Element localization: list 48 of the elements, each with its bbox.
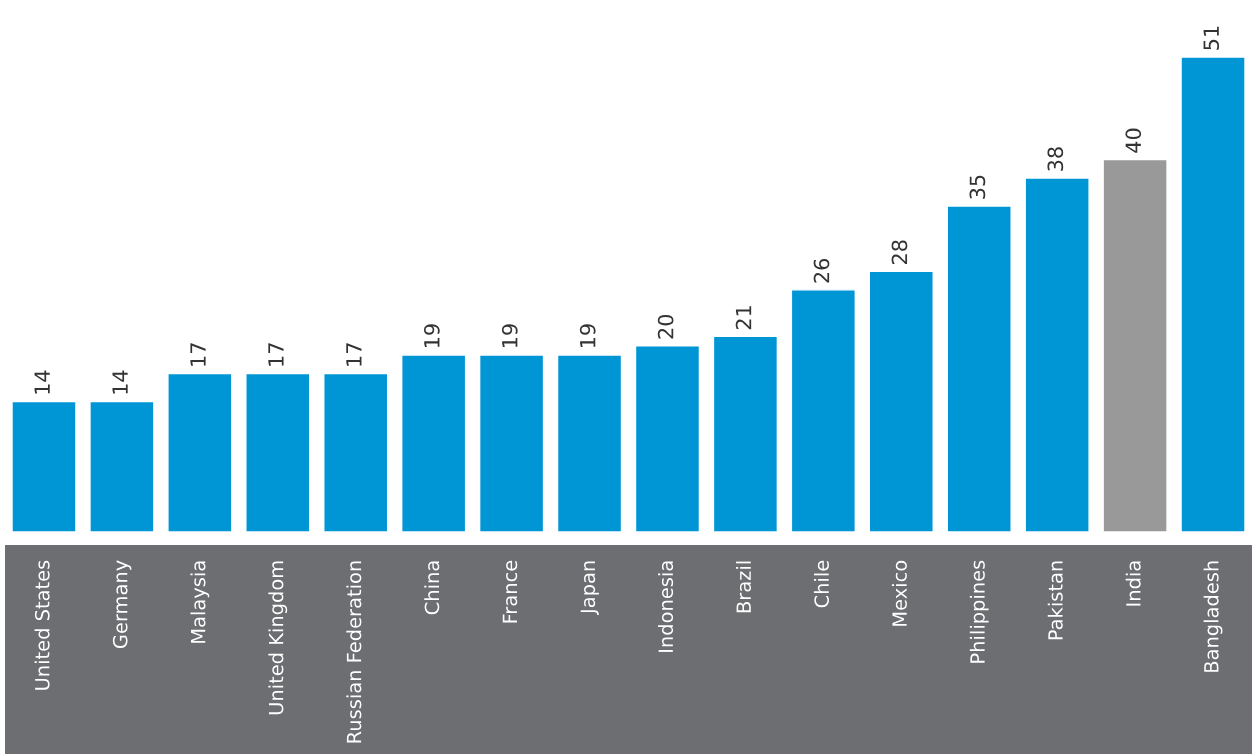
data-label: 17 (268, 343, 284, 366)
x-tick-label: Germany (112, 560, 132, 649)
data-label: 51 (1203, 26, 1220, 50)
data-label: 21 (735, 306, 752, 330)
x-tick-label: India (1125, 561, 1141, 606)
bar (11, 400, 77, 532)
data-label: 28 (891, 240, 908, 264)
x-tick-label: Brazil (736, 561, 752, 613)
x-tick-label: Chile (813, 560, 829, 608)
bar (167, 372, 233, 532)
data-label: 38 (1047, 147, 1064, 171)
x-tick-label: Russian Federation (346, 561, 362, 743)
x-tick-label: Indonesia (658, 561, 674, 652)
x-tick-label: Japan (580, 561, 599, 616)
data-label: 19 (501, 324, 518, 348)
x-tick-label: United States (34, 560, 50, 690)
data-label: 14 (34, 370, 50, 394)
data-label: 17 (346, 343, 362, 366)
data-label: 40 (1125, 128, 1142, 153)
bar (478, 354, 545, 532)
data-label: 35 (969, 175, 986, 199)
bar (634, 345, 701, 532)
x-tick-label: Pakistan (1047, 561, 1063, 640)
bar (1102, 158, 1168, 532)
x-tick-label: Malaysia (190, 561, 210, 643)
bar (401, 354, 467, 532)
x-tick-label: Bangladesh (1203, 561, 1223, 672)
bar (1024, 177, 1090, 532)
bar (556, 354, 623, 532)
x-tick-label: Mexico (891, 560, 907, 626)
x-tick-label: France (502, 560, 518, 623)
data-label: 20 (657, 314, 674, 339)
bar (946, 205, 1012, 532)
bar (790, 289, 856, 532)
bar (323, 372, 389, 532)
x-tick-label: United Kingdom (268, 561, 288, 715)
bar (245, 372, 311, 532)
bar (712, 335, 779, 532)
data-label: 17 (190, 343, 206, 366)
bar (89, 400, 155, 532)
data-label: 19 (423, 324, 440, 348)
x-tick-label: Philippines (969, 560, 989, 663)
data-label: 14 (112, 370, 128, 394)
x-tick-label: China (424, 561, 440, 615)
data-label: 26 (813, 258, 830, 283)
bar (868, 270, 934, 532)
bar (1180, 56, 1246, 532)
data-label: 19 (579, 324, 596, 348)
